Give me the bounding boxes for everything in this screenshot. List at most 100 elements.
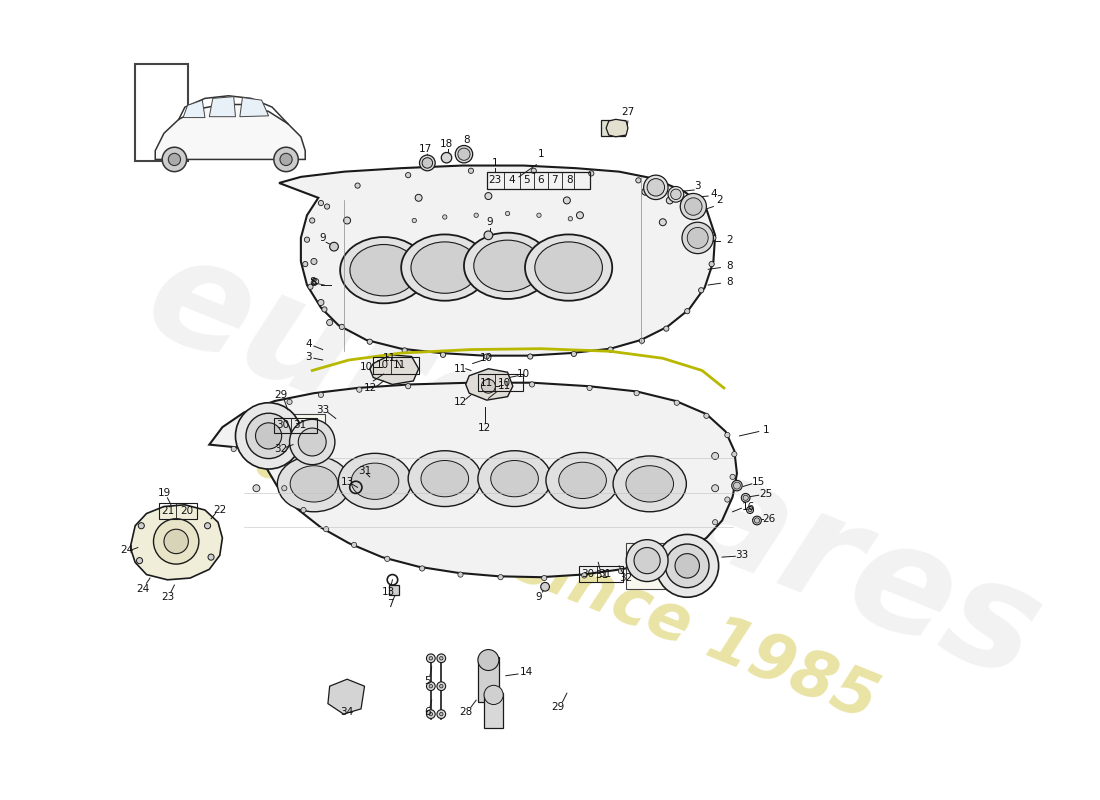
Circle shape	[634, 547, 660, 574]
Circle shape	[427, 654, 436, 662]
Text: 22: 22	[213, 505, 227, 515]
Circle shape	[406, 383, 410, 389]
Circle shape	[712, 453, 718, 459]
Circle shape	[323, 526, 329, 532]
Circle shape	[415, 194, 422, 202]
Text: 2: 2	[716, 195, 723, 206]
Text: 19: 19	[157, 487, 170, 498]
Circle shape	[324, 204, 330, 209]
Text: 1: 1	[762, 425, 769, 434]
Circle shape	[698, 211, 704, 216]
Bar	[260, 414, 326, 462]
Circle shape	[730, 474, 735, 479]
Circle shape	[474, 213, 478, 218]
Text: 30: 30	[581, 569, 594, 578]
Circle shape	[367, 339, 373, 344]
Circle shape	[422, 158, 432, 168]
Text: 7: 7	[387, 599, 394, 610]
Circle shape	[747, 506, 754, 514]
Circle shape	[713, 520, 718, 525]
Circle shape	[469, 168, 474, 174]
Circle shape	[667, 197, 673, 204]
Bar	[477, 374, 524, 391]
Text: 16: 16	[741, 502, 755, 511]
Circle shape	[322, 307, 327, 312]
Circle shape	[671, 189, 681, 199]
Circle shape	[441, 153, 452, 163]
Circle shape	[419, 566, 425, 571]
Ellipse shape	[491, 461, 538, 497]
Circle shape	[318, 299, 324, 306]
Circle shape	[537, 213, 541, 218]
Text: 25: 25	[759, 490, 772, 499]
Ellipse shape	[559, 462, 606, 498]
Ellipse shape	[421, 461, 469, 497]
Circle shape	[455, 146, 473, 163]
Circle shape	[298, 428, 327, 456]
Bar	[135, 63, 187, 161]
Text: 31: 31	[294, 421, 307, 430]
Text: 24: 24	[136, 583, 150, 594]
Circle shape	[529, 382, 535, 387]
Bar	[274, 418, 318, 434]
Circle shape	[666, 544, 710, 588]
Text: 15: 15	[752, 477, 766, 487]
Circle shape	[541, 582, 549, 591]
Text: 32: 32	[274, 444, 287, 454]
Circle shape	[253, 453, 260, 459]
Circle shape	[458, 148, 470, 160]
Text: a parts since 1985: a parts since 1985	[248, 427, 886, 733]
Circle shape	[235, 402, 301, 469]
Circle shape	[656, 534, 718, 598]
Ellipse shape	[290, 466, 338, 502]
Circle shape	[672, 192, 678, 197]
Text: 31: 31	[598, 569, 612, 578]
Ellipse shape	[350, 245, 418, 296]
Ellipse shape	[408, 450, 482, 506]
Circle shape	[352, 542, 356, 547]
Circle shape	[231, 446, 236, 451]
Text: 8: 8	[310, 278, 317, 288]
Circle shape	[682, 222, 714, 254]
Circle shape	[412, 218, 417, 222]
Circle shape	[312, 278, 319, 285]
Circle shape	[528, 354, 532, 359]
Circle shape	[402, 348, 407, 353]
Circle shape	[588, 170, 594, 176]
Text: 26: 26	[762, 514, 776, 524]
Circle shape	[626, 540, 668, 582]
Circle shape	[725, 497, 730, 502]
Text: 12: 12	[454, 397, 467, 407]
Polygon shape	[328, 679, 364, 714]
Text: 4: 4	[508, 175, 515, 186]
Circle shape	[287, 399, 293, 405]
Circle shape	[663, 326, 669, 331]
Text: 7: 7	[551, 175, 558, 186]
Text: 30: 30	[276, 421, 289, 430]
Circle shape	[339, 324, 344, 330]
Circle shape	[587, 386, 592, 390]
Circle shape	[427, 682, 436, 690]
Circle shape	[634, 390, 639, 396]
Circle shape	[644, 175, 668, 199]
Circle shape	[440, 657, 443, 660]
Circle shape	[311, 258, 317, 265]
Circle shape	[742, 495, 748, 501]
Circle shape	[301, 507, 306, 513]
Circle shape	[274, 147, 298, 172]
Text: 6: 6	[538, 175, 544, 186]
Ellipse shape	[339, 454, 411, 509]
Text: 11: 11	[393, 360, 406, 370]
Text: 9: 9	[319, 233, 326, 243]
Circle shape	[684, 309, 690, 314]
Text: 5: 5	[524, 175, 530, 186]
Ellipse shape	[626, 466, 673, 502]
Circle shape	[139, 522, 144, 529]
Circle shape	[318, 201, 323, 206]
Circle shape	[419, 155, 436, 170]
Circle shape	[205, 522, 210, 529]
Ellipse shape	[613, 456, 686, 512]
Circle shape	[695, 537, 701, 542]
Circle shape	[484, 231, 493, 240]
Text: 3: 3	[306, 353, 312, 362]
